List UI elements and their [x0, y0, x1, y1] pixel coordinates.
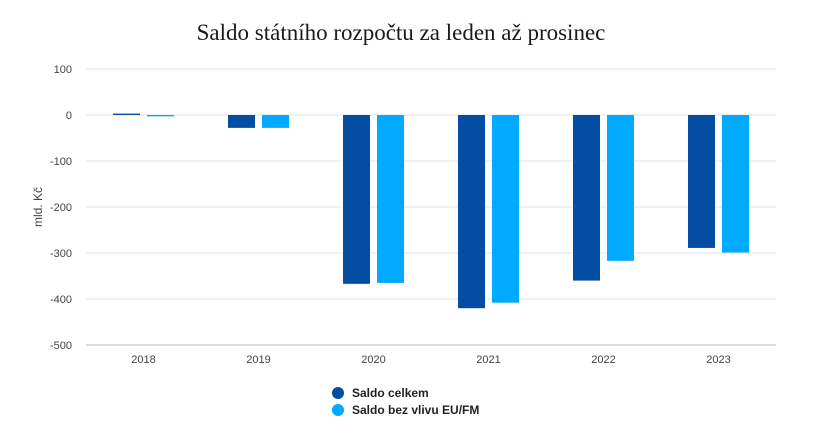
legend-swatch	[332, 386, 344, 399]
y-tick-label: -500	[50, 340, 72, 352]
bar-saldo-bez-vlivu-2022[interactable]	[607, 115, 634, 261]
bar-saldo-celkem-2023[interactable]	[688, 115, 715, 248]
bar-saldo-celkem-2020[interactable]	[343, 115, 370, 284]
legend-item-saldo-celkem[interactable]: Saldo celkem	[332, 384, 479, 401]
bar-saldo-celkem-2021[interactable]	[458, 115, 485, 309]
bar-saldo-bez-vlivu-2021[interactable]	[492, 115, 519, 303]
x-tick-label: 2020	[361, 354, 385, 366]
gridlines	[86, 68, 776, 346]
legend: Saldo celkem Saldo bez vlivu EU/FM	[332, 384, 479, 418]
bar-saldo-bez-vlivu-2018[interactable]	[147, 115, 174, 117]
x-axis-ticks: 2018 2019 2020 2021 2022 2023	[131, 354, 730, 366]
bar-saldo-celkem-2022[interactable]	[573, 115, 600, 281]
bar-saldo-bez-vlivu-2023[interactable]	[722, 115, 749, 253]
y-tick-label: -400	[50, 294, 72, 306]
y-tick-label: -100	[50, 156, 72, 168]
y-tick-label: -300	[50, 248, 72, 260]
bar-saldo-celkem-2018[interactable]	[113, 113, 140, 115]
y-tick-label: -200	[50, 202, 72, 214]
bar-saldo-bez-vlivu-2019[interactable]	[262, 115, 289, 128]
chart-title: Saldo státního rozpočtu za leden až pros…	[196, 20, 606, 45]
y-axis-ticks: 100 0 -100 -200 -300 -400 -500	[50, 64, 72, 352]
legend-item-saldo-bez-vlivu[interactable]: Saldo bez vlivu EU/FM	[332, 401, 479, 418]
x-tick-label: 2022	[591, 354, 615, 366]
x-tick-label: 2021	[476, 354, 500, 366]
legend-label: Saldo bez vlivu EU/FM	[352, 402, 480, 417]
x-tick-label: 2019	[246, 354, 270, 366]
y-axis-label: mld. Kč	[31, 187, 45, 227]
y-tick-label: 0	[66, 110, 72, 122]
bars	[113, 113, 749, 309]
bar-saldo-bez-vlivu-2020[interactable]	[377, 115, 404, 283]
legend-label: Saldo celkem	[352, 385, 429, 400]
legend-swatch	[332, 403, 344, 416]
y-tick-label: 100	[54, 64, 72, 76]
x-tick-label: 2018	[131, 354, 155, 366]
bar-saldo-celkem-2019[interactable]	[228, 115, 255, 128]
x-tick-label: 2023	[706, 354, 730, 366]
